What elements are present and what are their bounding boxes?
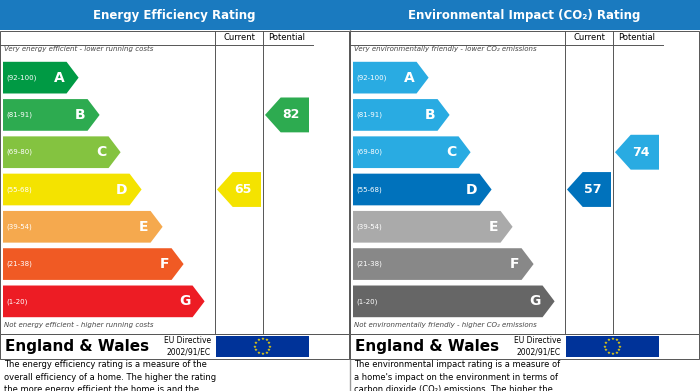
Bar: [0, 0, 350, 30]
Text: ★: ★: [267, 341, 271, 345]
Text: (92-100): (92-100): [356, 74, 386, 81]
Text: ★: ★: [607, 351, 611, 355]
Text: Environmental Impact (CO₂) Rating: Environmental Impact (CO₂) Rating: [408, 9, 640, 22]
Text: ★: ★: [257, 351, 261, 355]
Text: C: C: [447, 145, 456, 159]
Text: ★: ★: [257, 338, 261, 342]
Polygon shape: [353, 99, 449, 131]
Text: ★: ★: [253, 344, 257, 348]
Polygon shape: [3, 248, 183, 280]
Polygon shape: [3, 285, 204, 317]
Text: ★: ★: [260, 337, 265, 341]
Text: Very environmentally friendly - lower CO₂ emissions: Very environmentally friendly - lower CO…: [354, 46, 537, 52]
Text: ★: ★: [607, 338, 611, 342]
Text: ★: ★: [614, 351, 618, 355]
Polygon shape: [353, 248, 533, 280]
Text: 57: 57: [584, 183, 602, 196]
Text: D: D: [116, 183, 127, 197]
Text: A: A: [404, 71, 414, 84]
Text: EU Directive
2002/91/EC: EU Directive 2002/91/EC: [514, 336, 561, 357]
Text: ★: ★: [254, 348, 258, 352]
Bar: [0, 31, 349, 334]
Text: The energy efficiency rating is a measure of the
overall efficiency of a home. T: The energy efficiency rating is a measur…: [4, 360, 216, 391]
Polygon shape: [353, 62, 428, 93]
Text: Not environmentally friendly - higher CO₂ emissions: Not environmentally friendly - higher CO…: [354, 322, 537, 328]
Text: ★: ★: [254, 341, 258, 345]
Polygon shape: [3, 99, 99, 131]
Text: ★: ★: [267, 348, 271, 352]
Polygon shape: [353, 211, 512, 243]
Text: ★: ★: [604, 341, 608, 345]
Text: ★: ★: [610, 352, 615, 356]
Polygon shape: [217, 172, 261, 207]
Text: (69-80): (69-80): [356, 149, 382, 156]
Text: E: E: [139, 220, 148, 234]
Text: C: C: [97, 145, 106, 159]
Text: (1-20): (1-20): [356, 298, 377, 305]
Text: 65: 65: [234, 183, 251, 196]
Text: 82: 82: [282, 108, 300, 122]
Text: F: F: [510, 257, 519, 271]
Text: (39-54): (39-54): [6, 224, 32, 230]
Text: E: E: [489, 220, 498, 234]
Text: D: D: [466, 183, 477, 197]
Polygon shape: [615, 135, 659, 170]
Bar: [350, 334, 699, 359]
Polygon shape: [3, 136, 120, 168]
Text: (1-20): (1-20): [6, 298, 27, 305]
Polygon shape: [353, 136, 470, 168]
Bar: [216, 336, 309, 357]
Text: (81-91): (81-91): [6, 112, 32, 118]
Text: 74: 74: [632, 146, 650, 159]
Text: (81-91): (81-91): [356, 112, 382, 118]
Text: G: G: [529, 294, 540, 308]
Polygon shape: [265, 97, 309, 133]
Bar: [0, 334, 349, 359]
Text: ★: ★: [617, 348, 621, 352]
Text: EU Directive
2002/91/EC: EU Directive 2002/91/EC: [164, 336, 211, 357]
Bar: [566, 336, 659, 357]
Text: Current: Current: [573, 34, 605, 43]
Polygon shape: [567, 172, 611, 207]
Text: ★: ★: [260, 352, 265, 356]
Bar: [350, 0, 700, 30]
Text: Very energy efficient - lower running costs: Very energy efficient - lower running co…: [4, 46, 153, 52]
Text: B: B: [75, 108, 85, 122]
Text: ★: ★: [614, 338, 618, 342]
Text: A: A: [54, 71, 64, 84]
Text: England & Wales: England & Wales: [355, 339, 499, 354]
Polygon shape: [3, 211, 162, 243]
Text: ★: ★: [618, 344, 622, 348]
Text: Energy Efficiency Rating: Energy Efficiency Rating: [92, 9, 256, 22]
Polygon shape: [353, 285, 554, 317]
Text: (69-80): (69-80): [6, 149, 32, 156]
Text: Current: Current: [223, 34, 255, 43]
Text: Potential: Potential: [269, 34, 305, 43]
Text: Potential: Potential: [619, 34, 655, 43]
Text: Not energy efficient - higher running costs: Not energy efficient - higher running co…: [4, 322, 153, 328]
Text: ★: ★: [268, 344, 272, 348]
Text: ★: ★: [603, 344, 607, 348]
Text: (92-100): (92-100): [6, 74, 36, 81]
Text: ★: ★: [610, 337, 615, 341]
Polygon shape: [353, 174, 491, 205]
Text: ★: ★: [264, 338, 268, 342]
Text: F: F: [160, 257, 169, 271]
Text: B: B: [425, 108, 435, 122]
Text: (21-38): (21-38): [6, 261, 32, 267]
Text: (21-38): (21-38): [356, 261, 382, 267]
Text: The environmental impact rating is a measure of
a home's impact on the environme: The environmental impact rating is a mea…: [354, 360, 561, 391]
Text: (55-68): (55-68): [6, 186, 32, 193]
Polygon shape: [3, 174, 141, 205]
Polygon shape: [3, 62, 78, 93]
Bar: [350, 31, 699, 334]
Text: ★: ★: [617, 341, 621, 345]
Text: ★: ★: [264, 351, 268, 355]
Text: (55-68): (55-68): [356, 186, 382, 193]
Text: England & Wales: England & Wales: [5, 339, 149, 354]
Text: G: G: [179, 294, 190, 308]
Text: (39-54): (39-54): [356, 224, 382, 230]
Text: ★: ★: [604, 348, 608, 352]
